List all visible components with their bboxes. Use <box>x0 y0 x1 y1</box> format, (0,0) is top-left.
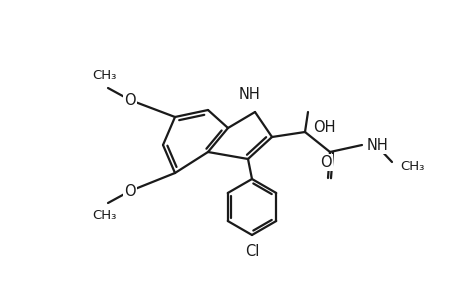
Text: Cl: Cl <box>244 244 258 259</box>
Text: O: O <box>124 92 135 107</box>
Text: O: O <box>124 184 135 199</box>
Text: OH: OH <box>312 120 335 135</box>
Text: O: O <box>319 155 331 170</box>
Text: CH₃: CH₃ <box>92 209 116 222</box>
Text: NH: NH <box>239 87 260 102</box>
Text: NH: NH <box>366 137 388 152</box>
Text: CH₃: CH₃ <box>92 69 116 82</box>
Text: CH₃: CH₃ <box>399 160 424 172</box>
